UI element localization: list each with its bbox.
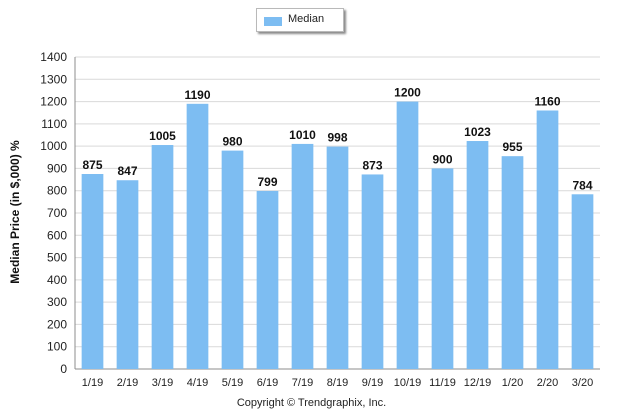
y-tick-label: 200: [47, 317, 67, 331]
copyright-text: Copyright © Trendgraphix, Inc.: [236, 397, 387, 409]
y-tick-label: 600: [47, 228, 67, 242]
x-tick-label: 7/19: [292, 377, 313, 389]
bar: [116, 180, 139, 369]
data-label: 873: [362, 158, 382, 172]
x-tick-label: 2/19: [117, 377, 138, 389]
x-tick-label: 9/19: [362, 377, 383, 389]
x-tick-label: 1/19: [82, 377, 103, 389]
x-tick-label: 2/20: [537, 377, 558, 389]
y-tick-label: 100: [47, 340, 67, 354]
bar: [151, 145, 174, 369]
y-tick-label: 500: [47, 251, 67, 265]
y-tick-label: 900: [47, 161, 67, 175]
data-label: 998: [327, 131, 347, 145]
y-tick-label: 400: [47, 273, 67, 287]
data-label: 847: [117, 164, 137, 178]
data-label: 1190: [184, 88, 210, 102]
bars: [81, 101, 594, 370]
data-label: 980: [222, 135, 242, 149]
bar: [431, 168, 454, 369]
x-tick-label: 3/20: [572, 377, 593, 389]
y-tick-label: 1300: [40, 72, 67, 86]
bar: [221, 150, 244, 369]
x-tick-label: 1/20: [502, 377, 523, 389]
bar: [501, 156, 524, 369]
y-tick-labels: 0 100 200 300 400 500 600 700 800 900 1000 1100 1200…: [40, 50, 67, 376]
bar: [536, 110, 559, 369]
x-tick-label: 12/19: [464, 377, 492, 389]
data-label: 875: [82, 158, 102, 172]
bar: [361, 174, 384, 369]
x-tick-label: 5/19: [222, 377, 243, 389]
bar: [186, 103, 209, 370]
data-label: 1200: [394, 86, 421, 100]
x-tick-label: 4/19: [187, 377, 208, 389]
data-label: 955: [502, 140, 522, 154]
legend-swatch: [264, 17, 282, 26]
data-label: 784: [572, 178, 592, 192]
y-tick-label: 300: [47, 295, 67, 309]
bar: [81, 174, 104, 369]
y-tick-label: 800: [47, 184, 67, 198]
y-tick-label: 700: [47, 206, 67, 220]
y-tick-label: 1100: [41, 117, 67, 131]
data-label: 1010: [289, 128, 316, 142]
bar: [396, 101, 419, 370]
x-tick-label: 10/19: [394, 377, 422, 389]
data-label: 799: [257, 175, 277, 189]
bar: [571, 194, 594, 369]
data-label: 900: [432, 152, 452, 166]
bar: [466, 141, 489, 369]
data-labels: 875 847 1005 1190 980 799 1010 998 873 1200 900 102…: [82, 86, 592, 193]
y-tick-label: 1400: [40, 50, 67, 64]
x-tick-label: 3/19: [152, 377, 173, 389]
data-label: 1005: [149, 129, 176, 143]
y-tick-label: 1000: [40, 139, 67, 153]
x-tick-labels: 1/19 2/19 3/19 4/19 5/19 6/19 7/19 8/19 9/19 10/1…: [82, 377, 593, 389]
bar: [256, 190, 279, 369]
bar: [326, 146, 349, 369]
legend: Median: [256, 8, 344, 32]
y-tick-label: 1200: [40, 95, 67, 109]
x-tick-label: 6/19: [257, 377, 278, 389]
bar: [291, 143, 314, 369]
x-tick-label: 11/19: [429, 377, 456, 389]
x-tick-label: 8/19: [327, 377, 348, 389]
y-tick-label: 0: [60, 362, 67, 376]
y-axis-label: Median Price (in $,000) %: [8, 140, 22, 284]
data-label: 1023: [464, 125, 491, 139]
data-label: 1160: [534, 94, 560, 108]
legend-label: Median: [288, 13, 325, 25]
